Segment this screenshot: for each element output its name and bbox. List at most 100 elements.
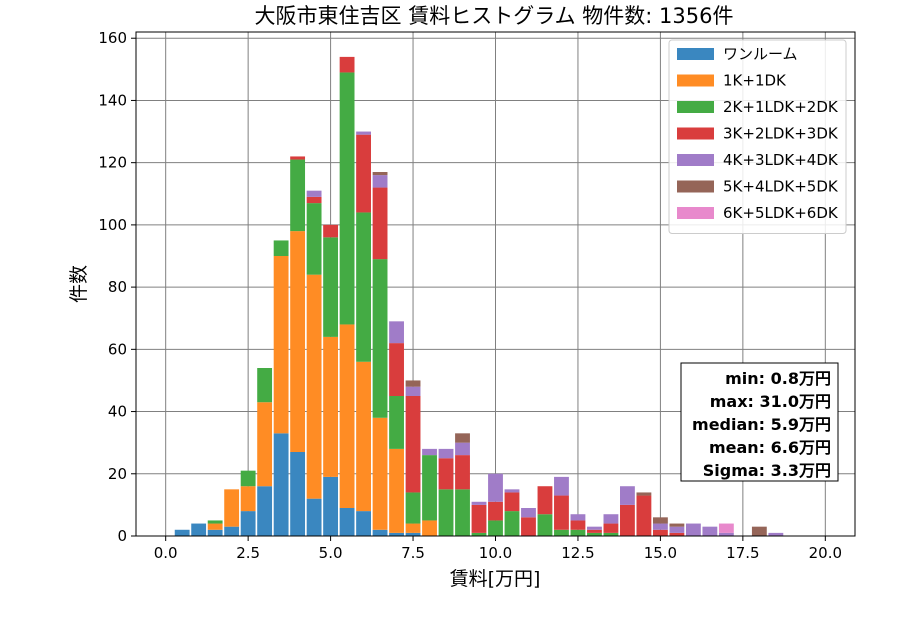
bar-segment xyxy=(537,514,553,536)
bar-segment xyxy=(718,532,734,536)
bar-segment xyxy=(669,526,685,533)
bar-segment xyxy=(372,187,388,260)
bar-segment xyxy=(471,501,487,505)
bar-segment xyxy=(636,492,652,496)
legend-swatch xyxy=(677,207,714,219)
bar-segment xyxy=(570,529,586,536)
bar-segment xyxy=(306,498,322,536)
bar-segment xyxy=(207,523,223,530)
bar-segment xyxy=(587,532,602,536)
bar-segment xyxy=(290,452,306,536)
bar-segment xyxy=(257,402,273,487)
bar-segment xyxy=(339,56,355,73)
bar-segment xyxy=(273,433,289,536)
bar-segment xyxy=(405,386,421,396)
bar-segment xyxy=(306,274,322,499)
stats-line: max: 31.0万円 xyxy=(710,392,831,411)
bar-segment xyxy=(422,448,437,456)
bar-segment xyxy=(224,489,240,527)
y-tick-label: 60 xyxy=(108,340,127,358)
bar-segment xyxy=(636,495,652,536)
bar-segment xyxy=(438,489,454,536)
bar-segment xyxy=(455,433,470,443)
bar-segment xyxy=(290,156,306,160)
bar-segment xyxy=(356,361,371,512)
legend-entry: 6K+5LDK+6DK xyxy=(723,204,839,222)
bar-segment xyxy=(339,508,355,536)
bar-segment xyxy=(521,508,536,518)
y-tick-label: 20 xyxy=(108,465,127,483)
x-tick-label: 10.0 xyxy=(479,544,512,562)
grid-lines xyxy=(136,32,855,537)
bar-segment xyxy=(405,380,421,387)
x-tick-label: 5.0 xyxy=(319,544,343,562)
bar-segment xyxy=(488,501,503,521)
bar-segment xyxy=(372,172,388,176)
bar-segment xyxy=(290,159,306,232)
bar-segment xyxy=(389,321,404,344)
legend-entry: 4K+3LDK+4DK xyxy=(723,151,839,169)
bar-segment xyxy=(306,203,322,275)
legend-swatch xyxy=(677,101,714,113)
bar-segment xyxy=(652,529,668,536)
bar-segment xyxy=(620,504,635,536)
y-tick-label: 120 xyxy=(98,154,127,172)
legend: ワンルーム 1K+1DK 2K+1LDK+2DK 3K+2LDK+3DK 4K+3LDK… xyxy=(668,39,847,234)
bar-segment xyxy=(372,417,388,530)
bar-segment xyxy=(356,131,371,135)
bar-segment xyxy=(240,470,256,487)
legend-entry: ワンルーム xyxy=(723,45,798,63)
legend-swatch xyxy=(677,180,714,193)
y-tick-label: 80 xyxy=(108,278,127,296)
bar-segment xyxy=(405,523,421,533)
bar-segment xyxy=(240,486,256,512)
bar-segment xyxy=(405,532,421,536)
legend-entry: 2K+1LDK+2DK xyxy=(723,98,839,116)
bar-segment xyxy=(504,489,520,493)
bar-segment xyxy=(768,532,784,536)
x-tick-label: 7.5 xyxy=(401,544,425,562)
y-tick-label: 100 xyxy=(98,216,127,234)
bar-segment xyxy=(702,526,718,536)
bar-segment xyxy=(455,489,470,536)
bar-segment xyxy=(554,529,569,536)
y-tick-label: 140 xyxy=(98,91,127,109)
bar-segment xyxy=(405,396,421,493)
bar-segment xyxy=(422,520,437,536)
bar-segment xyxy=(339,72,355,325)
bar-segment xyxy=(537,486,553,515)
bar-segment xyxy=(603,514,619,524)
bar-segment xyxy=(471,532,487,536)
bar-segment xyxy=(257,486,273,536)
x-tick-label: 0.0 xyxy=(154,544,178,562)
bar-segment xyxy=(603,523,619,533)
bar-segment xyxy=(273,256,289,434)
bar-segment xyxy=(504,492,520,512)
y-tick-label: 160 xyxy=(98,29,127,47)
x-tick-label: 15.0 xyxy=(644,544,677,562)
bar-segment xyxy=(306,196,322,204)
x-tick-label: 20.0 xyxy=(809,544,842,562)
axis-ticks: 0.0 2.5 5.0 7.5 10.0 12.5 15.0 17.5 20.0 0 20 40 60 8… xyxy=(98,29,842,562)
bar-segment xyxy=(718,523,734,533)
bar-segment xyxy=(570,514,586,521)
bar-segment xyxy=(356,511,371,536)
legend-swatch xyxy=(677,48,714,60)
bar-segment xyxy=(455,455,470,490)
stats-line: mean: 6.6万円 xyxy=(709,438,831,457)
bar-segment xyxy=(751,526,767,536)
bar-segment xyxy=(521,517,536,536)
bar-segment xyxy=(652,523,668,530)
bar-segment xyxy=(240,511,256,536)
bar-segment xyxy=(669,523,685,527)
y-axis-label: 件数 xyxy=(68,265,90,303)
bar-segment xyxy=(372,175,388,188)
bar-segment xyxy=(389,532,404,536)
chart-title: 大阪市東住吉区 賃料ヒストグラム 物件数: 1356件 xyxy=(255,4,734,28)
y-tick-label: 0 xyxy=(117,527,127,545)
legend-swatch xyxy=(677,154,714,166)
bar-segment xyxy=(273,240,289,256)
bar-segment xyxy=(191,523,207,536)
bar-segment xyxy=(652,517,668,524)
